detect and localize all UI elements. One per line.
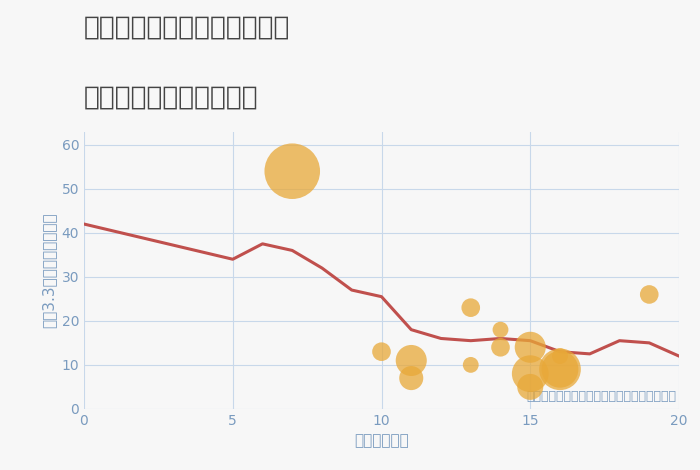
Point: [465, 304, 476, 312]
Point: [525, 383, 536, 391]
Point: [287, 167, 298, 175]
Text: 駅距離別中古戸建て価格: 駅距離別中古戸建て価格: [84, 85, 258, 110]
Point: [406, 357, 417, 364]
Point: [525, 370, 536, 377]
Point: [495, 344, 506, 351]
Point: [465, 361, 476, 368]
Point: [554, 366, 566, 373]
Point: [495, 326, 506, 333]
Point: [644, 291, 655, 298]
X-axis label: 駅距離（分）: 駅距離（分）: [354, 433, 409, 448]
Point: [554, 352, 566, 360]
Point: [406, 374, 417, 382]
Point: [376, 348, 387, 355]
Y-axis label: 坪（3.3㎡）単価（万円）: 坪（3.3㎡）単価（万円）: [41, 212, 56, 328]
Text: 円の大きさは、取引のあった物件面積を示す: 円の大きさは、取引のあった物件面積を示す: [526, 391, 676, 403]
Point: [525, 344, 536, 351]
Point: [554, 366, 566, 373]
Text: 三重県四日市市富田一色町の: 三重県四日市市富田一色町の: [84, 14, 290, 40]
